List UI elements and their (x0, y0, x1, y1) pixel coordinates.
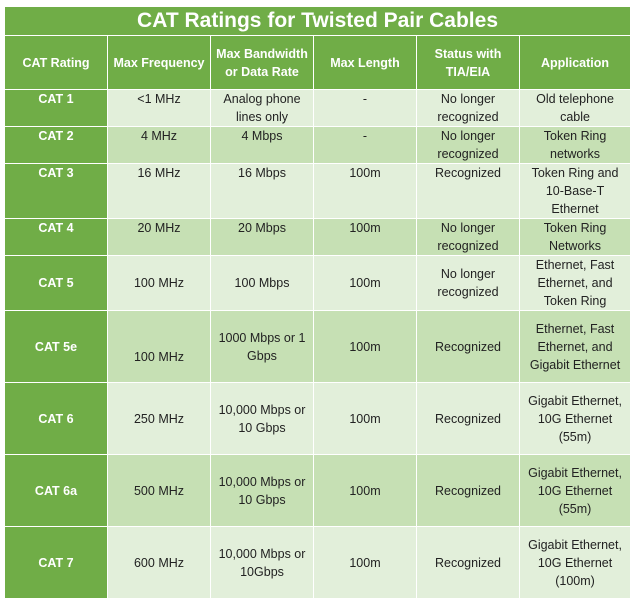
table-row: CAT 1 <1 MHz Analog phone lines only - No lo… (4, 89, 632, 127)
cell-rating: CAT 2 (4, 126, 108, 164)
cell-rating: CAT 4 (4, 218, 108, 256)
cell-length: 100m (313, 255, 417, 311)
cell-status: Recognized (416, 526, 520, 599)
cell-rating: CAT 7 (4, 526, 108, 599)
cell-application: Gigabit Ethernet, 10G Ethernet (55m) (518, 382, 632, 455)
cell-frequency: <1 MHz (107, 89, 211, 127)
cell-bandwidth: 10,000 Mbps or 10Gbps (210, 526, 314, 599)
cell-rating: CAT 6 (4, 382, 108, 455)
cell-bandwidth: 100 Mbps (210, 255, 314, 311)
cell-frequency: 600 MHz (107, 526, 211, 599)
table-title: CAT Ratings for Twisted Pair Cables (3, 6, 632, 36)
column-header: Status with TIA/EIA (416, 35, 520, 90)
cell-length: 100m (313, 310, 417, 383)
cell-frequency: 20 MHz (107, 218, 211, 256)
cell-frequency: 250 MHz (107, 382, 211, 455)
cell-application: Token Ring networks (518, 126, 632, 164)
cell-application: Token Ring and 10-Base-T Ethernet (518, 163, 632, 219)
cell-rating: CAT 5e (4, 310, 108, 383)
table-row: CAT 6a 500 MHz 10,000 Mbps or 10 Gbps 100m R… (4, 454, 632, 527)
table-row: CAT 6 250 MHz 10,000 Mbps or 10 Gbps 100m Re… (4, 382, 632, 455)
cell-bandwidth: 16 Mbps (210, 163, 314, 219)
cell-application: Ethernet, Fast Ethernet, and Token Ring (518, 255, 632, 311)
cell-bandwidth: 10,000 Mbps or 10 Gbps (210, 454, 314, 527)
column-header: Max Length (313, 35, 417, 90)
cell-length: 100m (313, 454, 417, 527)
cell-length: 100m (313, 163, 417, 219)
cell-bandwidth: 4 Mbps (210, 126, 314, 164)
cell-application: Old telephone cable (518, 89, 632, 127)
cell-rating: CAT 5 (4, 255, 108, 311)
cell-application: Gigabit Ethernet, 10G Ethernet (100m) (518, 526, 632, 599)
cell-length: 100m (313, 218, 417, 256)
cell-status: No longer recognized (416, 89, 520, 127)
cell-frequency: 4 MHz (107, 126, 211, 164)
table-row: CAT 3 16 MHz 16 Mbps 100m Recognized Token Ri… (4, 163, 632, 219)
table-row: CAT 5 100 MHz 100 Mbps 100m No longer recogn… (4, 255, 632, 311)
cell-application: Ethernet, Fast Ethernet, and Gigabit Eth… (518, 310, 632, 383)
header-row: CAT Rating Max Frequency Max Bandwidth o… (4, 35, 632, 90)
cell-status: Recognized (416, 310, 520, 383)
cell-frequency: 500 MHz (107, 454, 211, 527)
cat-ratings-table: CAT Ratings for Twisted Pair Cables CAT … (3, 6, 632, 599)
cell-length: 100m (313, 526, 417, 599)
cell-frequency: 16 MHz (107, 163, 211, 219)
table-row: CAT 7 600 MHz 10,000 Mbps or 10Gbps 100m Rec… (4, 526, 632, 599)
cell-length: - (313, 126, 417, 164)
cell-application: Token Ring Networks (518, 218, 632, 256)
cell-frequency: 100 MHz (107, 310, 211, 383)
cell-rating: CAT 1 (4, 89, 108, 127)
cell-status: Recognized (416, 454, 520, 527)
cell-length: 100m (313, 382, 417, 455)
cell-status: Recognized (416, 163, 520, 219)
column-header: Max Bandwidth or Data Rate (210, 35, 314, 90)
cell-status: No longer recognized (416, 255, 520, 311)
cell-status: Recognized (416, 382, 520, 455)
cell-rating: CAT 3 (4, 163, 108, 219)
column-header: CAT Rating (4, 35, 108, 90)
cell-status: No longer recognized (416, 218, 520, 256)
column-header: Max Frequency (107, 35, 211, 90)
cell-application: Gigabit Ethernet, 10G Ethernet (55m) (518, 454, 632, 527)
cell-bandwidth: 1000 Mbps or 1 Gbps (210, 310, 314, 383)
table-row: CAT 4 20 MHz 20 Mbps 100m No longer recogniz… (4, 218, 632, 256)
table-row: CAT 5e 100 MHz 1000 Mbps or 1 Gbps 100m Reco… (4, 310, 632, 383)
cell-rating: CAT 6a (4, 454, 108, 527)
column-header: Application (518, 35, 632, 90)
cell-length: - (313, 89, 417, 127)
cell-status: No longer recognized (416, 126, 520, 164)
cell-frequency: 100 MHz (107, 255, 211, 311)
cell-bandwidth: 10,000 Mbps or 10 Gbps (210, 382, 314, 455)
cell-bandwidth: Analog phone lines only (210, 89, 314, 127)
cell-bandwidth: 20 Mbps (210, 218, 314, 256)
